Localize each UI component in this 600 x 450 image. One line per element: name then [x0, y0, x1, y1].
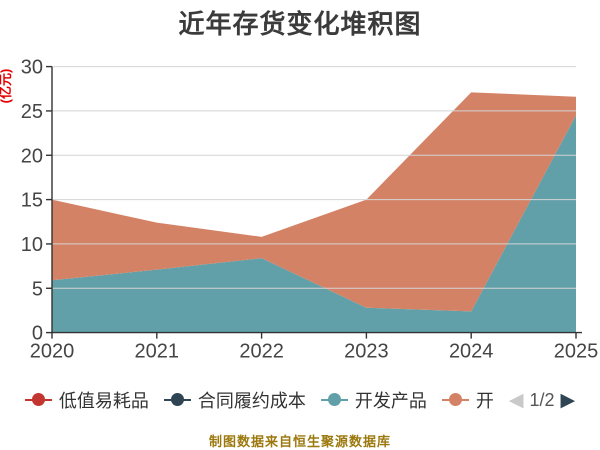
- x-tick-label: 2021: [135, 341, 180, 363]
- legend-label: 合同履约成本: [197, 391, 306, 411]
- x-tick-label: 2020: [30, 341, 75, 363]
- legend-item-4[interactable]: 开: [441, 387, 494, 413]
- legend-label: 开发产品: [354, 391, 427, 411]
- y-tick-label: 10: [21, 234, 43, 256]
- y-axis-unit-label: (亿元): [0, 69, 13, 104]
- legend-item-3[interactable]: 开发产品: [320, 387, 427, 413]
- legend-prev-icon[interactable]: ◀: [508, 389, 524, 411]
- area-series: [52, 92, 576, 312]
- x-tick-label: 2023: [344, 341, 389, 363]
- chart-title: 近年存货变化堆积图: [178, 9, 422, 39]
- legend-marker-icon: [163, 392, 191, 408]
- area-series: [52, 115, 576, 333]
- legend-next-icon[interactable]: ▶: [560, 389, 576, 411]
- y-tick-label: 20: [21, 145, 43, 167]
- x-tick-label: 2024: [449, 341, 494, 363]
- legend-items: 低值易耗品 合同履约成本 开发产品 开: [24, 387, 494, 413]
- legend-pager: ◀ 1/2 ▶: [509, 390, 575, 411]
- y-tick-label: 15: [21, 190, 43, 212]
- legend-item-2[interactable]: 合同履约成本: [163, 387, 306, 413]
- legend-marker-icon: [320, 392, 348, 408]
- y-tick-label: 5: [32, 278, 43, 300]
- y-tick-label: 0: [32, 323, 43, 345]
- x-tick-label: 2025: [554, 341, 599, 363]
- legend-marker-icon: [441, 392, 469, 408]
- legend-page-indicator: 1/2: [529, 389, 555, 410]
- y-tick-label: 30: [21, 57, 43, 79]
- legend-item-1[interactable]: 低值易耗品: [24, 387, 149, 413]
- x-tick-label: 2022: [239, 341, 284, 363]
- legend-label: 低值易耗品: [58, 391, 149, 411]
- legend: 低值易耗品 合同履约成本 开发产品 开 ◀ 1/2 ▶: [0, 386, 600, 414]
- legend-label: 开: [475, 391, 494, 411]
- y-tick-label: 25: [21, 101, 43, 123]
- legend-marker-icon: [24, 392, 52, 408]
- data-source-note: 制图数据来自恒生聚源数据库: [208, 434, 391, 449]
